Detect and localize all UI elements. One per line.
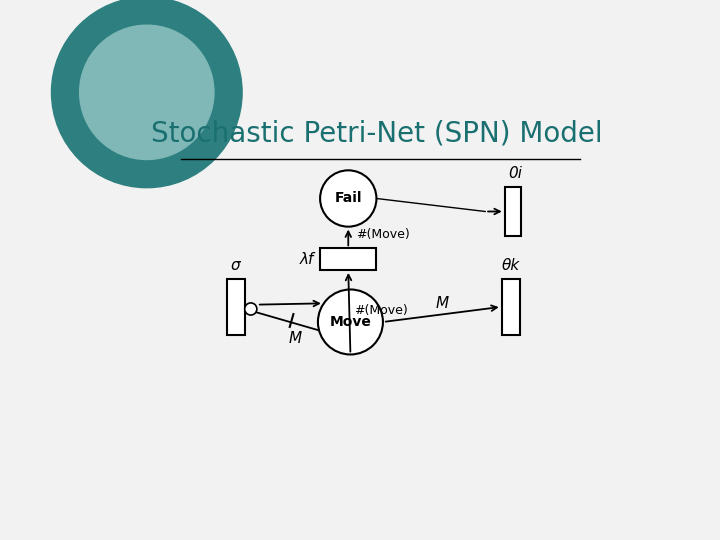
Circle shape [80,25,214,159]
Text: λf: λf [300,252,315,267]
Text: σ: σ [231,258,240,273]
Text: Fail: Fail [335,192,362,206]
Bar [502,279,520,335]
Text: θk: θk [502,258,520,273]
Circle shape [51,0,242,188]
Text: M: M [289,331,302,346]
Text: M: M [436,296,449,311]
Text: #(Move): #(Move) [356,227,410,240]
Circle shape [318,289,383,354]
Text: Stochastic Petri-Net (SPN) Model: Stochastic Petri-Net (SPN) Model [150,119,602,147]
Text: #(Move): #(Move) [354,303,408,316]
Bar [320,248,377,270]
Circle shape [320,170,377,227]
Bar [505,187,521,237]
Bar [227,279,245,335]
Text: 0i: 0i [508,166,522,181]
Text: Move: Move [330,315,372,329]
Circle shape [245,303,257,315]
